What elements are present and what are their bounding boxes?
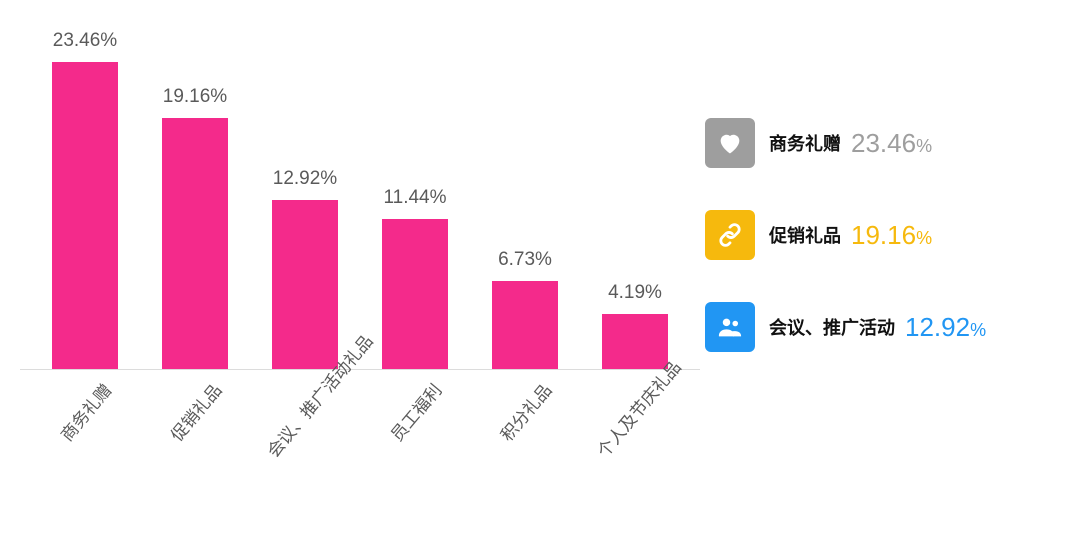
legend-label: 商务礼赠 [769,130,841,156]
bar-slot: 6.73% [470,24,580,369]
legend-item: 会议、推广活动 12.92% [705,302,1045,352]
bar-value-label: 12.92% [250,168,360,190]
bar [602,314,668,369]
legend-value-number: 19.16 [851,220,916,250]
bar-value-label: 19.16% [140,86,250,108]
link-icon [705,210,755,260]
bar-value-label: 6.73% [470,249,580,271]
bar-slot: 19.16% [140,24,250,369]
legend-value-percent: % [916,136,932,156]
bar-slot: 12.92% [250,24,360,369]
x-axis-label: 积分礼品 [480,361,570,461]
chart-plot: 23.46% 19.16% 12.92%11.44% 6.73%4.19% [20,25,700,370]
legend-label: 促销礼品 [769,222,841,248]
bar-value-label: 11.44% [360,187,470,209]
x-axis-label: 促销礼品 [150,361,240,461]
legend-value: 19.16% [851,220,932,251]
bar-chart: 23.46% 19.16% 12.92%11.44% 6.73%4.19% 商务礼赠促… [20,25,700,525]
legend: 商务礼赠 23.46% 促销礼品 19.16% 会议、推广活动 12.92% [705,118,1045,394]
legend-value-percent: % [916,228,932,248]
users-icon [705,302,755,352]
bar [52,62,118,369]
chart-x-axis: 商务礼赠促销礼品会议、推广活动礼品员工福利积分礼品个人及节庆礼品 [20,370,700,520]
legend-value-number: 23.46 [851,128,916,158]
legend-value: 23.46% [851,128,932,159]
legend-label: 会议、推广活动 [769,314,895,340]
bar [162,118,228,369]
legend-item: 商务礼赠 23.46% [705,118,1045,168]
bar [272,200,338,369]
heart-icon [705,118,755,168]
bar-slot: 11.44% [360,24,470,369]
bar-value-label: 4.19% [580,282,690,304]
bar-slot: 23.46% [30,24,140,369]
legend-value-percent: % [970,320,986,340]
x-axis-label: 会议、推广活动礼品 [260,361,350,461]
bar [382,219,448,369]
x-axis-label: 商务礼赠 [40,361,130,461]
legend-value: 12.92% [905,312,986,343]
legend-item: 促销礼品 19.16% [705,210,1045,260]
bar-slot: 4.19% [580,24,690,369]
bar-value-label: 23.46% [30,30,140,52]
bar [492,281,558,369]
x-axis-label: 员工福利 [370,361,460,461]
x-axis-label: 个人及节庆礼品 [590,361,680,461]
legend-value-number: 12.92 [905,312,970,342]
